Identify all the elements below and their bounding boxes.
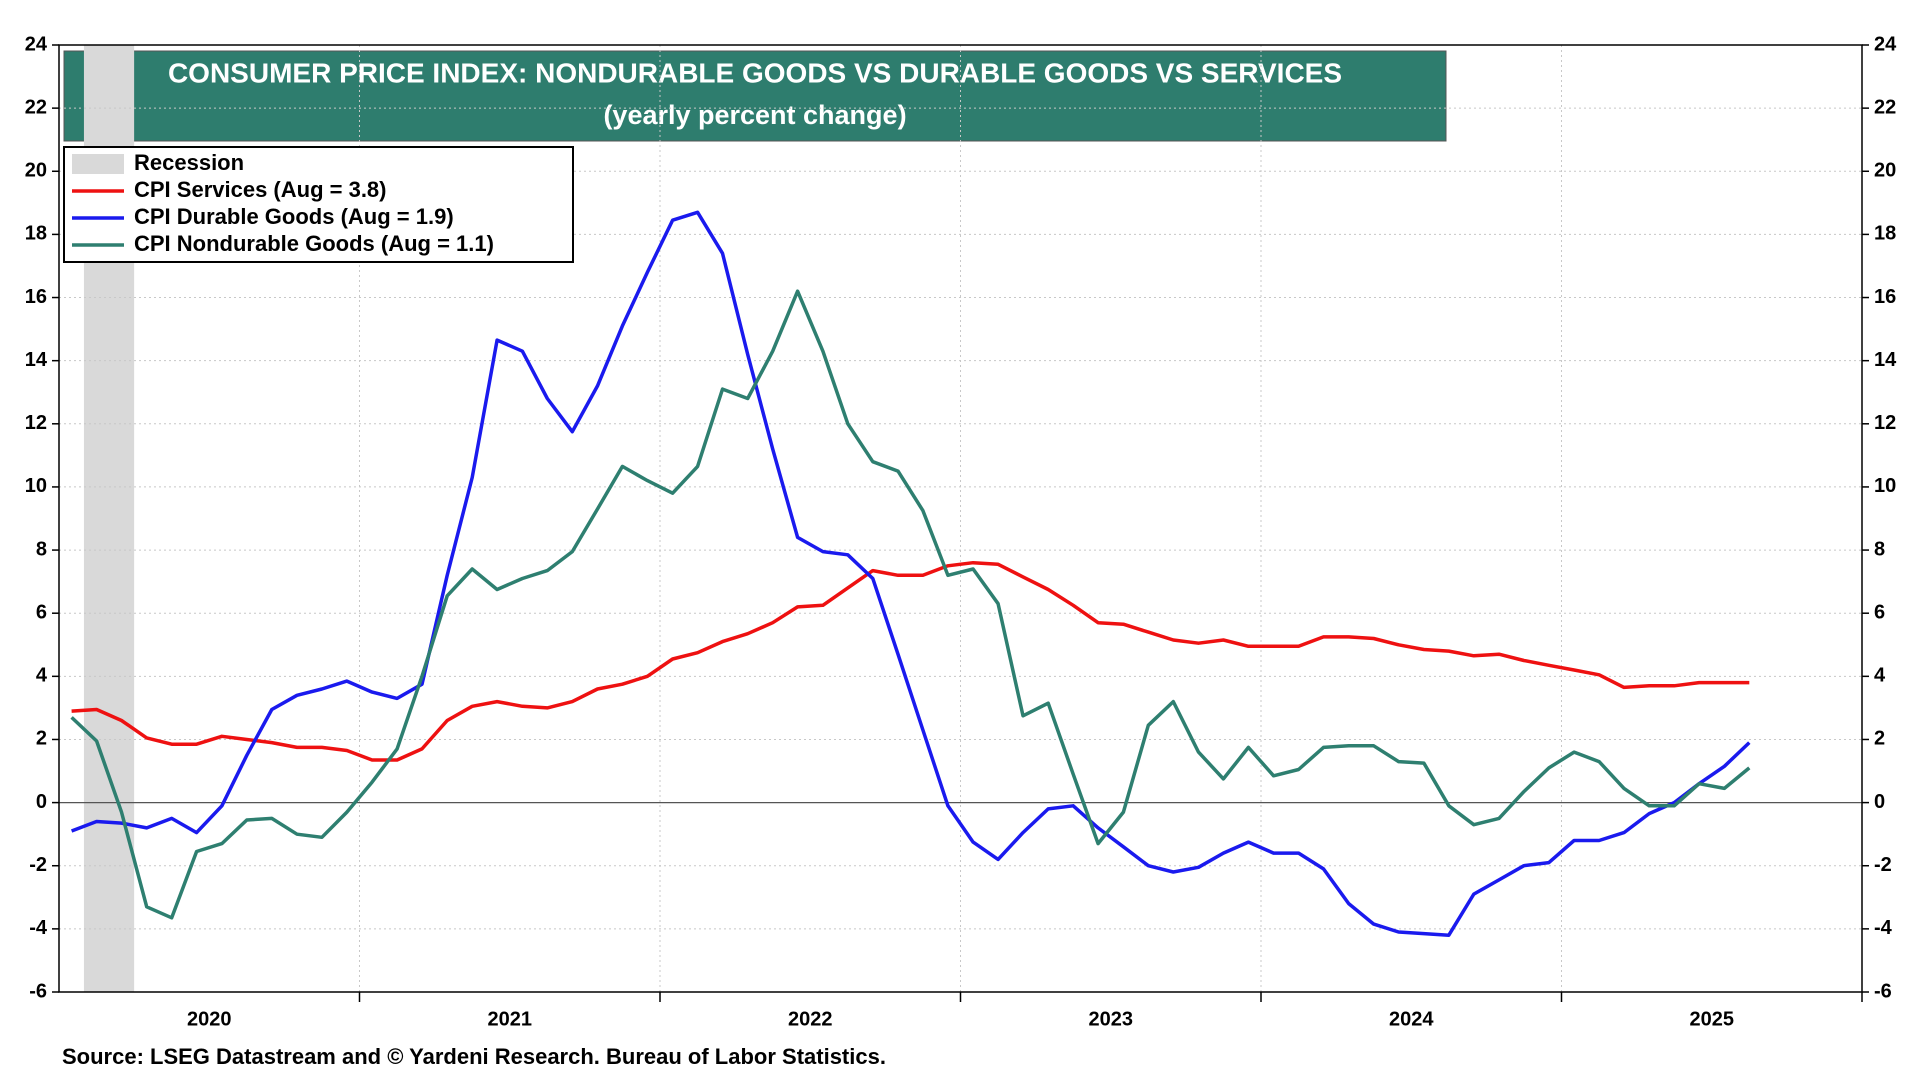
y-tick-label: 10: [25, 475, 47, 497]
x-tick-label: 2022: [788, 1008, 833, 1030]
y-tick-label: 14: [25, 349, 48, 371]
legend-box: [63, 146, 574, 263]
y-tick-label: 20: [25, 160, 47, 182]
x-tick-label: 2020: [187, 1008, 232, 1030]
y-tick-label: -2: [29, 854, 47, 876]
y2-tick-label: 8: [1874, 538, 1885, 560]
y-tick-label: -4: [29, 917, 48, 939]
chart-subtitle: (yearly percent change): [603, 100, 906, 130]
legend-label: Recession: [134, 150, 244, 175]
y-tick-label: 6: [36, 601, 47, 623]
y2-tick-label: -2: [1874, 854, 1892, 876]
series-line: [70, 210, 1751, 937]
legend-label: CPI Nondurable Goods (Aug = 1.1): [134, 231, 494, 256]
y-tick-label: 2: [36, 728, 47, 750]
y2-tick-label: -6: [1874, 980, 1892, 1002]
x-tick-label: 2021: [488, 1008, 533, 1030]
x-tick-label: 2023: [1089, 1008, 1134, 1030]
y2-tick-label: 24: [1874, 33, 1897, 55]
y-tick-label: 16: [25, 286, 47, 308]
y-tick-label: -6: [29, 980, 47, 1002]
plot-frame: [58, 44, 1863, 993]
y2-tick-label: -4: [1874, 917, 1893, 939]
x-tick-label: 2024: [1389, 1008, 1434, 1030]
y-tick-label: 12: [25, 412, 47, 434]
y2-tick-label: 14: [1874, 349, 1897, 371]
y-tick-label: 4: [36, 665, 48, 687]
y2-tick-label: 22: [1874, 96, 1896, 118]
chart-title: CONSUMER PRICE INDEX: NONDURABLE GOODS V…: [168, 57, 1342, 88]
y2-tick-label: 6: [1874, 601, 1885, 623]
series-line: [71, 560, 1750, 762]
y2-tick-label: 16: [1874, 286, 1896, 308]
legend-label: CPI Services (Aug = 3.8): [134, 177, 387, 202]
y2-tick-label: 4: [1874, 665, 1886, 687]
legend-label: CPI Durable Goods (Aug = 1.9): [134, 204, 454, 229]
y-tick-label: 22: [25, 96, 47, 118]
y-tick-label: 18: [25, 223, 47, 245]
y2-tick-label: 10: [1874, 475, 1896, 497]
series-line: [70, 289, 1751, 920]
y2-tick-label: 20: [1874, 160, 1896, 182]
y2-tick-label: 12: [1874, 412, 1896, 434]
source-note: Source: LSEG Datastream and © Yardeni Re…: [62, 1044, 886, 1069]
y2-tick-label: 18: [1874, 223, 1896, 245]
y-tick-label: 24: [25, 33, 48, 55]
y2-tick-label: 0: [1874, 791, 1885, 813]
y2-tick-label: 2: [1874, 728, 1885, 750]
legend-swatch: [72, 154, 124, 174]
y-tick-label: 8: [36, 538, 47, 560]
y-tick-label: 0: [36, 791, 47, 813]
title-box: [63, 50, 1447, 142]
x-tick-label: 2025: [1690, 1008, 1735, 1030]
